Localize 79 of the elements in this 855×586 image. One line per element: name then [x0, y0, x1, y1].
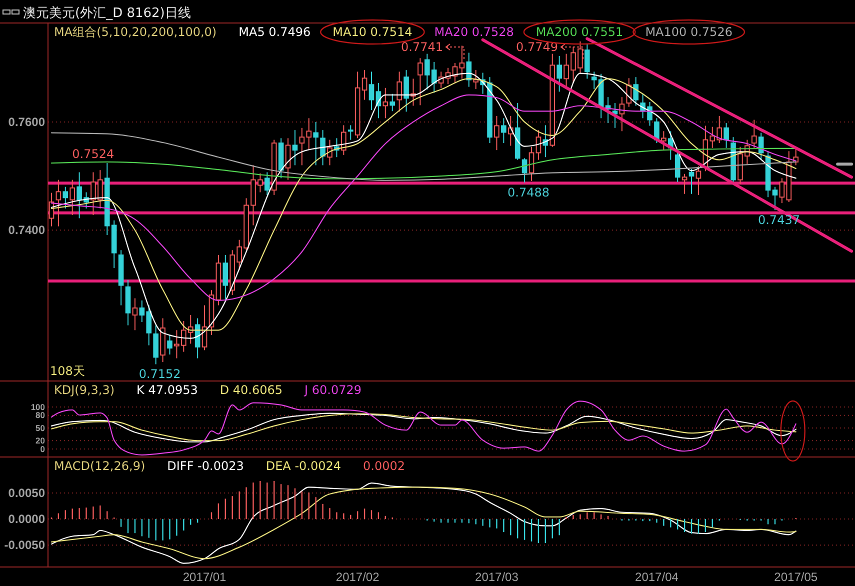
annotation: 108天 [50, 364, 85, 378]
legend-title: MACD(12,26,9) [54, 459, 146, 473]
x-tick-label: 2017/05 [774, 570, 818, 584]
candlestick [584, 43, 590, 80]
candlestick [779, 178, 785, 204]
annotation: 0.7488 [508, 186, 550, 200]
line-series [50, 148, 796, 180]
text: MA100 0.7526 [645, 25, 732, 39]
candlestick [466, 52, 472, 88]
annotation: 0.7524 [72, 147, 114, 162]
candlestick [264, 172, 270, 196]
y-tick-label: 0 [40, 444, 46, 454]
candlestick [751, 119, 757, 148]
candlestick [494, 116, 500, 151]
candlestick [348, 124, 354, 140]
candlestick [633, 76, 639, 106]
y-tick-label: 0.0000 [8, 512, 46, 526]
series-label: J 60.0729 [304, 383, 362, 397]
candlestick [654, 118, 660, 144]
annotation: 0.7741 [401, 40, 443, 54]
candlestick [724, 122, 729, 148]
annotation: 0.7152 [138, 367, 181, 382]
y-tick-label: 0.7400 [8, 222, 46, 237]
legend-title: KDJ(9,3,3) [54, 383, 115, 397]
candlestick [418, 58, 423, 106]
x-tick-label: 2017/01 [182, 570, 227, 584]
candlestick [682, 173, 688, 194]
text: MA20 0.7528 [434, 25, 514, 39]
candlestick [459, 45, 465, 80]
y-tick-label: 100 [30, 402, 46, 412]
candlestick [390, 93, 396, 112]
line-series [50, 400, 796, 456]
candlestick [696, 166, 702, 196]
text: MA10 0.7514 [332, 25, 412, 39]
y-tick-label: 0.0050 [8, 486, 46, 500]
text: MA5 0.7496 [238, 25, 311, 39]
text: K 47.0953 [136, 383, 198, 397]
candlestick [556, 55, 562, 92]
candlestick [222, 254, 228, 300]
candlestick [404, 70, 409, 112]
candlestick [362, 70, 368, 100]
annotation: 0.7437 [758, 213, 800, 228]
candlestick [56, 179, 62, 227]
x-tick-label: 2017/02 [336, 570, 380, 584]
chart-title: 澳元美元(外汇_D 8162)日线 [23, 5, 191, 21]
text: DIFF -0.0023 [167, 459, 244, 473]
text: D 40.6065 [220, 383, 283, 397]
candlestick [396, 71, 402, 112]
candlestick [341, 124, 346, 156]
y-tick-label: 50 [36, 422, 46, 433]
series-label: DEA -0.0024 [266, 459, 342, 473]
annotation: 0.7749 [516, 40, 558, 54]
candlestick [70, 179, 76, 216]
candlestick [132, 298, 138, 331]
x-tick-label: 2017/03 [475, 570, 519, 584]
candlestick [674, 150, 680, 182]
legend-title: MA组合(5,10,20,200,100,0) [54, 25, 217, 39]
candlestick [473, 70, 479, 90]
candlestick [62, 186, 68, 209]
text: 0.0002 [363, 459, 406, 473]
y-tick-label: -0.0050 [4, 538, 46, 552]
y-tick-label: 20 [36, 435, 46, 446]
candlestick [661, 130, 666, 151]
y-tick-label: 80 [36, 410, 46, 420]
candlestick [501, 118, 506, 144]
candlestick [772, 186, 778, 211]
candlestick [688, 168, 694, 194]
x-tick-label: 2017/04 [635, 570, 679, 584]
y-tick-label: 0.7600 [8, 114, 46, 129]
candlestick [292, 130, 298, 166]
candlestick [153, 324, 158, 365]
candlestick [382, 87, 388, 119]
text: MA200 0.7551 [536, 25, 624, 39]
candlestick [313, 121, 318, 166]
candlestick [327, 139, 332, 166]
candlestick [167, 334, 172, 355]
candlestick [536, 130, 542, 160]
candlestick [368, 71, 374, 111]
candlestick [320, 130, 326, 166]
